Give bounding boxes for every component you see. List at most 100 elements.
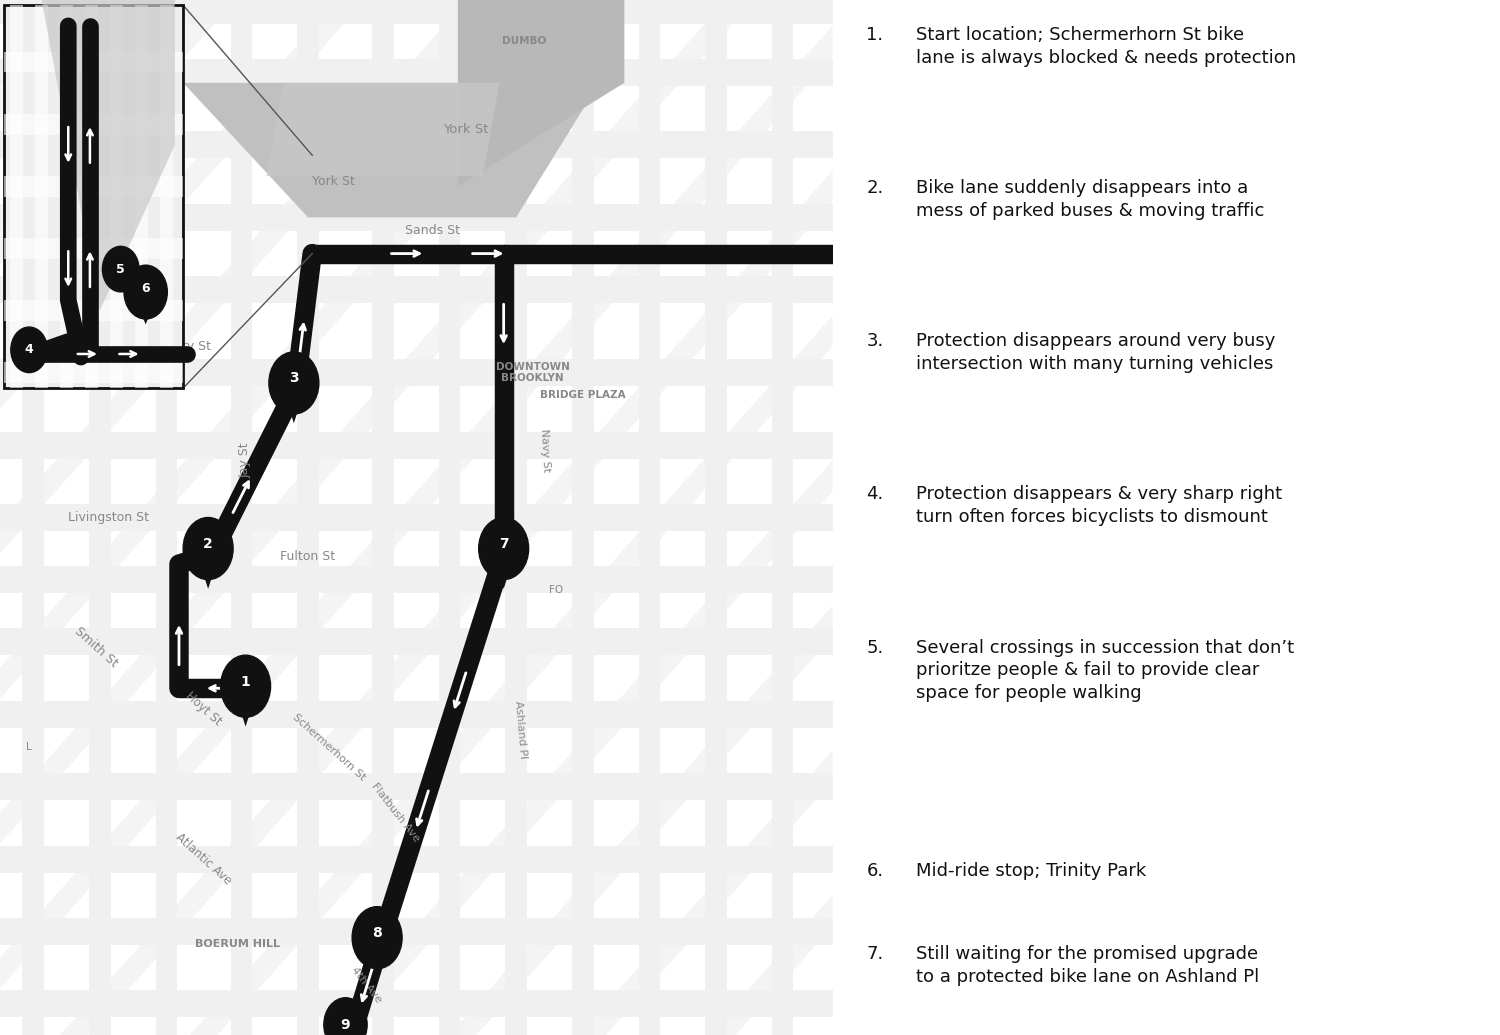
Bar bbox=[0, 131, 833, 158]
Bar bbox=[297, 0, 320, 1035]
Bar bbox=[4, 362, 183, 383]
Bar bbox=[135, 5, 148, 388]
Text: 8: 8 bbox=[372, 926, 382, 940]
Bar bbox=[86, 5, 98, 388]
Polygon shape bbox=[0, 171, 833, 1035]
Text: Bike lane suddenly disappears into a
mess of parked buses & moving traffic: Bike lane suddenly disappears into a mes… bbox=[916, 179, 1264, 220]
Bar bbox=[4, 176, 183, 197]
Text: YN
S: YN S bbox=[22, 354, 36, 375]
Polygon shape bbox=[0, 461, 833, 1035]
Circle shape bbox=[124, 265, 168, 319]
Text: DOWNTOWN
BROOKLYN: DOWNTOWN BROOKLYN bbox=[496, 362, 570, 383]
Text: FO: FO bbox=[549, 585, 562, 595]
Polygon shape bbox=[0, 316, 833, 1035]
Text: Mid-ride stop; Trinity Park: Mid-ride stop; Trinity Park bbox=[916, 862, 1146, 880]
Circle shape bbox=[478, 518, 528, 580]
Text: York St: York St bbox=[78, 6, 122, 19]
Text: Schermerhorn St: Schermerhorn St bbox=[291, 712, 368, 782]
Bar bbox=[438, 0, 460, 1035]
Text: Navy St: Navy St bbox=[538, 428, 552, 472]
Bar bbox=[156, 0, 177, 1035]
Circle shape bbox=[183, 518, 232, 580]
Bar bbox=[0, 990, 833, 1017]
Text: Protection disappears around very busy
intersection with many turning vehicles: Protection disappears around very busy i… bbox=[916, 332, 1275, 374]
Circle shape bbox=[102, 246, 140, 292]
Text: 2.: 2. bbox=[867, 179, 883, 197]
Text: Several crossings in succession that don’t
prioritze people & fail to provide cl: Several crossings in succession that don… bbox=[916, 639, 1294, 703]
Circle shape bbox=[352, 907, 402, 969]
Bar bbox=[0, 918, 833, 945]
Circle shape bbox=[220, 655, 270, 717]
Polygon shape bbox=[0, 0, 833, 699]
Polygon shape bbox=[132, 292, 159, 324]
Polygon shape bbox=[0, 605, 833, 1035]
Text: 4: 4 bbox=[26, 344, 33, 356]
Bar bbox=[0, 701, 833, 728]
Text: 6.: 6. bbox=[867, 862, 883, 880]
Text: Livingston St: Livingston St bbox=[68, 511, 148, 524]
Text: Sands St: Sands St bbox=[405, 225, 460, 237]
Bar bbox=[88, 0, 111, 1035]
Polygon shape bbox=[0, 0, 833, 554]
Bar bbox=[0, 432, 833, 459]
Polygon shape bbox=[458, 0, 624, 186]
Text: 5: 5 bbox=[117, 263, 124, 275]
Polygon shape bbox=[183, 83, 600, 217]
Text: 3.: 3. bbox=[867, 332, 883, 350]
Text: Jay St: Jay St bbox=[238, 443, 252, 478]
Text: Sands: Sands bbox=[116, 363, 152, 376]
Polygon shape bbox=[0, 26, 833, 988]
Text: 7: 7 bbox=[500, 537, 508, 551]
Polygon shape bbox=[267, 83, 500, 176]
Text: 6: 6 bbox=[141, 282, 150, 295]
Polygon shape bbox=[42, 0, 176, 310]
Polygon shape bbox=[0, 0, 833, 119]
Text: Flatbush Ave: Flatbush Ave bbox=[369, 781, 422, 844]
Text: Ashland Pl: Ashland Pl bbox=[513, 701, 528, 759]
Bar bbox=[0, 59, 833, 86]
Bar bbox=[34, 5, 48, 388]
Text: 4.: 4. bbox=[867, 485, 883, 503]
Text: York St: York St bbox=[444, 123, 489, 136]
Text: Fulton St: Fulton St bbox=[280, 551, 336, 563]
Text: Tillary St: Tillary St bbox=[156, 341, 210, 353]
Text: 9: 9 bbox=[340, 1017, 351, 1032]
Text: Start location; Schermerhorn St bike
lane is always blocked & needs protection: Start location; Schermerhorn St bike lan… bbox=[916, 26, 1296, 67]
Text: 7.: 7. bbox=[867, 945, 883, 963]
Bar bbox=[0, 276, 833, 303]
Text: 2: 2 bbox=[204, 537, 213, 551]
Text: Jay St: Jay St bbox=[130, 169, 144, 204]
Text: Still waiting for the promised upgrade
to a protected bike lane on Ashland Pl: Still waiting for the promised upgrade t… bbox=[916, 945, 1258, 986]
Bar bbox=[0, 204, 833, 231]
Text: Smith St: Smith St bbox=[72, 624, 120, 670]
Polygon shape bbox=[0, 0, 833, 264]
Text: Hoyt St: Hoyt St bbox=[183, 689, 225, 729]
Text: 1: 1 bbox=[240, 675, 250, 688]
Bar bbox=[506, 0, 526, 1035]
Bar bbox=[22, 0, 44, 1035]
Text: L: L bbox=[27, 742, 32, 752]
Bar bbox=[4, 238, 183, 259]
Bar bbox=[0, 628, 833, 655]
Text: BOERUM HILL: BOERUM HILL bbox=[195, 939, 280, 949]
Bar bbox=[0, 566, 833, 593]
Bar bbox=[0, 773, 833, 800]
Bar bbox=[4, 114, 183, 135]
Bar bbox=[771, 0, 794, 1035]
Circle shape bbox=[268, 352, 320, 414]
Bar bbox=[60, 5, 74, 388]
Bar bbox=[372, 0, 394, 1035]
Text: 1.: 1. bbox=[867, 26, 883, 43]
Polygon shape bbox=[232, 683, 260, 727]
Bar bbox=[4, 5, 183, 388]
Text: 4th Ave: 4th Ave bbox=[350, 966, 384, 1005]
Text: 5.: 5. bbox=[867, 639, 883, 656]
Polygon shape bbox=[490, 545, 517, 589]
Text: BRIDGE PLAZA: BRIDGE PLAZA bbox=[540, 390, 626, 401]
Text: 3: 3 bbox=[290, 372, 298, 385]
Text: DUMBO: DUMBO bbox=[503, 36, 546, 47]
Polygon shape bbox=[0, 750, 833, 1035]
Bar bbox=[0, 359, 833, 386]
Bar bbox=[4, 52, 183, 72]
Polygon shape bbox=[0, 895, 833, 1035]
